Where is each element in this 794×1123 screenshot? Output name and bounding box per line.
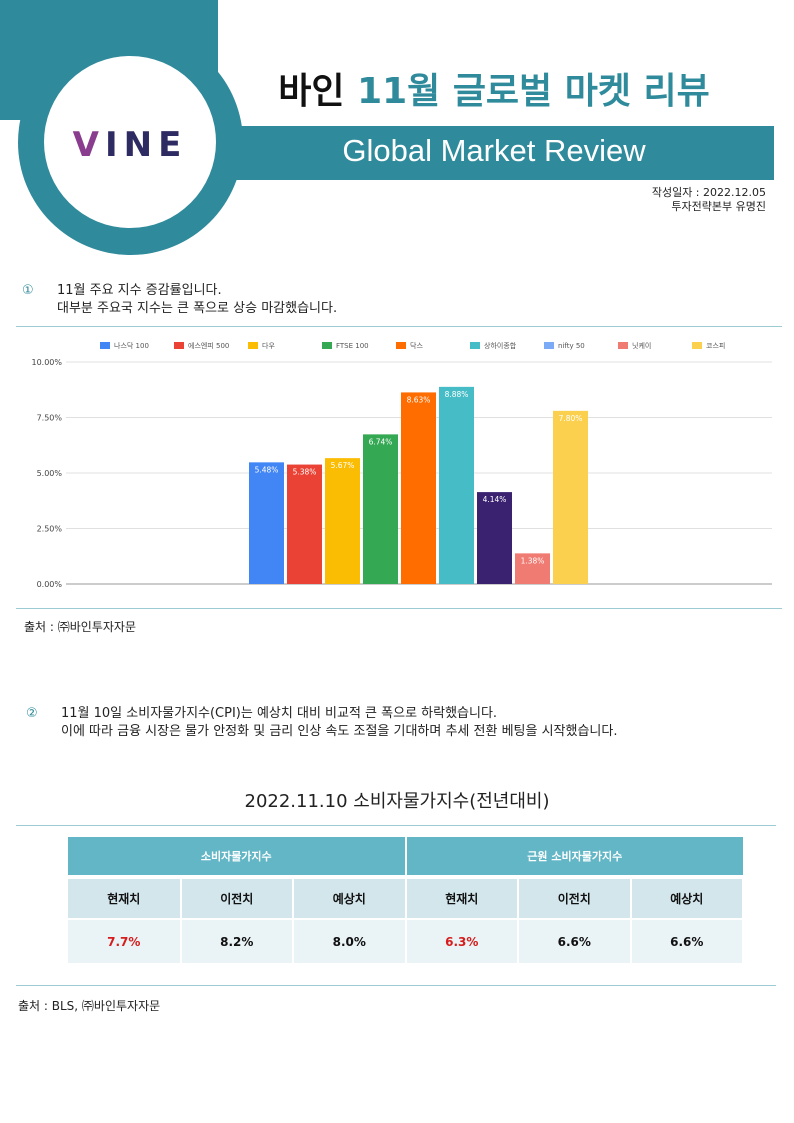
bar-value-label: 1.38% [521, 556, 545, 565]
bar-value-label: 7.80% [559, 414, 583, 423]
legend-label: 닛케이 [632, 341, 651, 350]
logo-badge [44, 56, 216, 228]
page-title: 바인 11월 글로벌 마켓 리뷰 [214, 62, 774, 114]
bar [363, 434, 398, 584]
legend-label: 다우 [262, 341, 275, 350]
y-tick-label: 5.00% [37, 469, 63, 478]
cpi-value-row: 7.7% 8.2% 8.0% 6.3% 6.6% 6.6% [68, 918, 744, 963]
cpi-group-row: 소비자물가지수 근원 소비자물가지수 [68, 837, 743, 877]
core-expected-value: 6.6% [630, 918, 744, 963]
legend-swatch [396, 342, 406, 349]
bar-value-label: 5.38% [293, 468, 317, 477]
core-col-current: 현재치 [405, 875, 519, 919]
section-2-text: 11월 10일 소비자물가지수(CPI)는 예상치 대비 비교적 큰 폭으로 하… [61, 705, 617, 741]
y-tick-label: 7.50% [37, 414, 63, 423]
legend-swatch [248, 342, 258, 349]
core-current-value: 6.3% [405, 918, 519, 963]
legend-swatch [100, 342, 110, 349]
cpi-expected-value: 8.0% [293, 918, 407, 963]
section-2-number: ② [26, 706, 38, 721]
y-tick-label: 2.50% [37, 525, 63, 534]
legend-label: 상하이종합 [484, 341, 517, 350]
section-1-bottom-rule [16, 608, 782, 609]
section-1-number: ① [22, 283, 34, 298]
cpi-col-expected: 예상치 [293, 875, 407, 919]
cpi-current-value: 7.7% [68, 918, 182, 963]
legend-label: 코스피 [706, 341, 725, 350]
core-previous-value: 6.6% [518, 918, 632, 963]
bar [249, 462, 284, 584]
core-col-expected: 예상치 [630, 875, 744, 919]
report-author: 투자전략본부 유명진 [671, 200, 766, 213]
bar-value-label: 6.74% [369, 437, 393, 446]
legend-label: 에스엔피 500 [188, 341, 229, 350]
legend-swatch [544, 342, 554, 349]
legend-swatch [692, 342, 702, 349]
section-1-top-rule [16, 326, 782, 327]
index-change-chart: 0.00% 2.50% 5.00% 7.50% 10.00% 나스닥 100 에스엔피 50… [31, 341, 772, 589]
cpi-table-title: 2022.11.10 소비자물가지수(전년대비) [244, 791, 550, 812]
cpi-table: 소비자물가지수 근원 소비자물가지수 현재치 이전치 예상치 현재치 이전치 예… [68, 837, 744, 963]
bar [325, 458, 360, 584]
header-subtitle-bar [214, 126, 774, 180]
bar-value-label: 5.48% [255, 465, 279, 474]
cpi-group-header: 소비자물가지수 [68, 837, 407, 877]
cpi-table-top-rule [16, 825, 776, 826]
cpi-col-current: 현재치 [68, 875, 182, 919]
cpi-previous-value: 8.2% [180, 918, 294, 963]
bar-value-label: 5.67% [331, 461, 355, 470]
bar-value-label: 8.88% [445, 390, 469, 399]
section-1-line-2: 대부분 주요국 지수는 큰 폭으로 상승 마감했습니다. [57, 301, 338, 316]
bar-value-label: 4.14% [483, 495, 507, 504]
section-1-line-1: 11월 주요 지수 증감률입니다. [57, 283, 222, 298]
legend-swatch [618, 342, 628, 349]
section-2-line-2: 이에 따라 금융 시장은 물가 안정화 및 금리 인상 속도 조절을 기대하며 … [61, 724, 618, 739]
cpi-col-previous: 이전치 [180, 875, 294, 919]
bar [401, 392, 436, 584]
legend-label: 닥스 [410, 341, 423, 350]
bar [477, 492, 512, 584]
section-1-text: 11월 주요 지수 증감률입니다. 대부분 주요국 지수는 큰 폭으로 상승 마… [57, 282, 337, 318]
bar [515, 553, 550, 584]
bar-value-label: 8.63% [407, 395, 431, 404]
legend-swatch [174, 342, 184, 349]
vine-logo: VINE [64, 125, 196, 165]
y-tick-label: 10.00% [31, 358, 62, 367]
y-tick-label: 0.00% [37, 580, 63, 589]
legend-swatch [322, 342, 332, 349]
core-col-previous: 이전치 [518, 875, 632, 919]
section-1-source: 출처 : ㈜바인투자자문 [24, 620, 136, 634]
legend-label: FTSE 100 [336, 342, 369, 350]
legend-label: nifty 50 [558, 342, 585, 350]
title-accent: 11월 글로벌 마켓 리뷰 [357, 71, 710, 112]
bar [439, 386, 474, 584]
section-2-source: 출처 : BLS, ㈜바인투자자문 [18, 999, 161, 1013]
title-prefix: 바인 [278, 71, 345, 112]
logo-v-mark: V [72, 125, 105, 165]
bar [553, 410, 588, 584]
cpi-table-bottom-rule [16, 985, 776, 986]
cpi-column-row: 현재치 이전치 예상치 현재치 이전치 예상치 [68, 875, 744, 919]
legend-swatch [470, 342, 480, 349]
logo-rest: INE [104, 125, 188, 165]
core-cpi-group-header: 근원 소비자물가지수 [405, 837, 743, 877]
page-subtitle: Global Market Review [342, 133, 646, 168]
legend-label: 나스닥 100 [114, 341, 149, 350]
section-2-line-1: 11월 10일 소비자물가지수(CPI)는 예상치 대비 비교적 큰 폭으로 하… [61, 706, 498, 721]
bar [287, 464, 322, 584]
report-meta: 작성일자 : 2022.12.05 투자전략본부 유명진 [652, 186, 766, 214]
report-date: 작성일자 : 2022.12.05 [651, 186, 766, 199]
